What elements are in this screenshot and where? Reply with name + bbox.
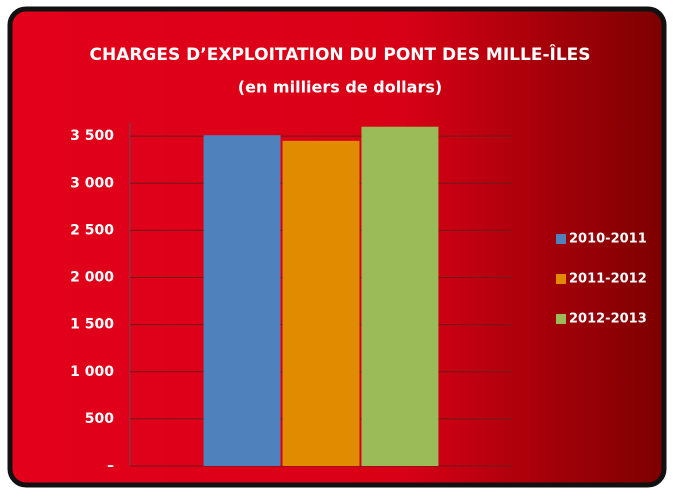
y-tick-label: 1 000 [70, 364, 114, 380]
y-tick-label: 500 [85, 411, 114, 427]
y-tick-label: 3 000 [70, 175, 114, 191]
chart-subtitle: (en milliers de dollars) [238, 78, 442, 97]
bar [203, 135, 281, 466]
bar [361, 126, 439, 466]
legend-swatch [556, 234, 566, 244]
legend-label: 2012-2013 [569, 312, 647, 327]
legend-label: 2010-2011 [569, 232, 647, 247]
y-tick-label: 1 500 [70, 317, 114, 333]
legend-swatch [556, 314, 566, 324]
legend-swatch [556, 274, 566, 284]
y-tick-label: – [107, 458, 114, 474]
y-tick-label: 2 500 [70, 222, 114, 238]
legend-label: 2011-2012 [569, 272, 647, 287]
y-tick-label: 3 500 [70, 128, 114, 144]
y-tick-label: 2 000 [70, 270, 114, 286]
bar [282, 140, 360, 467]
chart-title: CHARGES D’EXPLOITATION DU PONT DES MILLE… [89, 43, 590, 65]
